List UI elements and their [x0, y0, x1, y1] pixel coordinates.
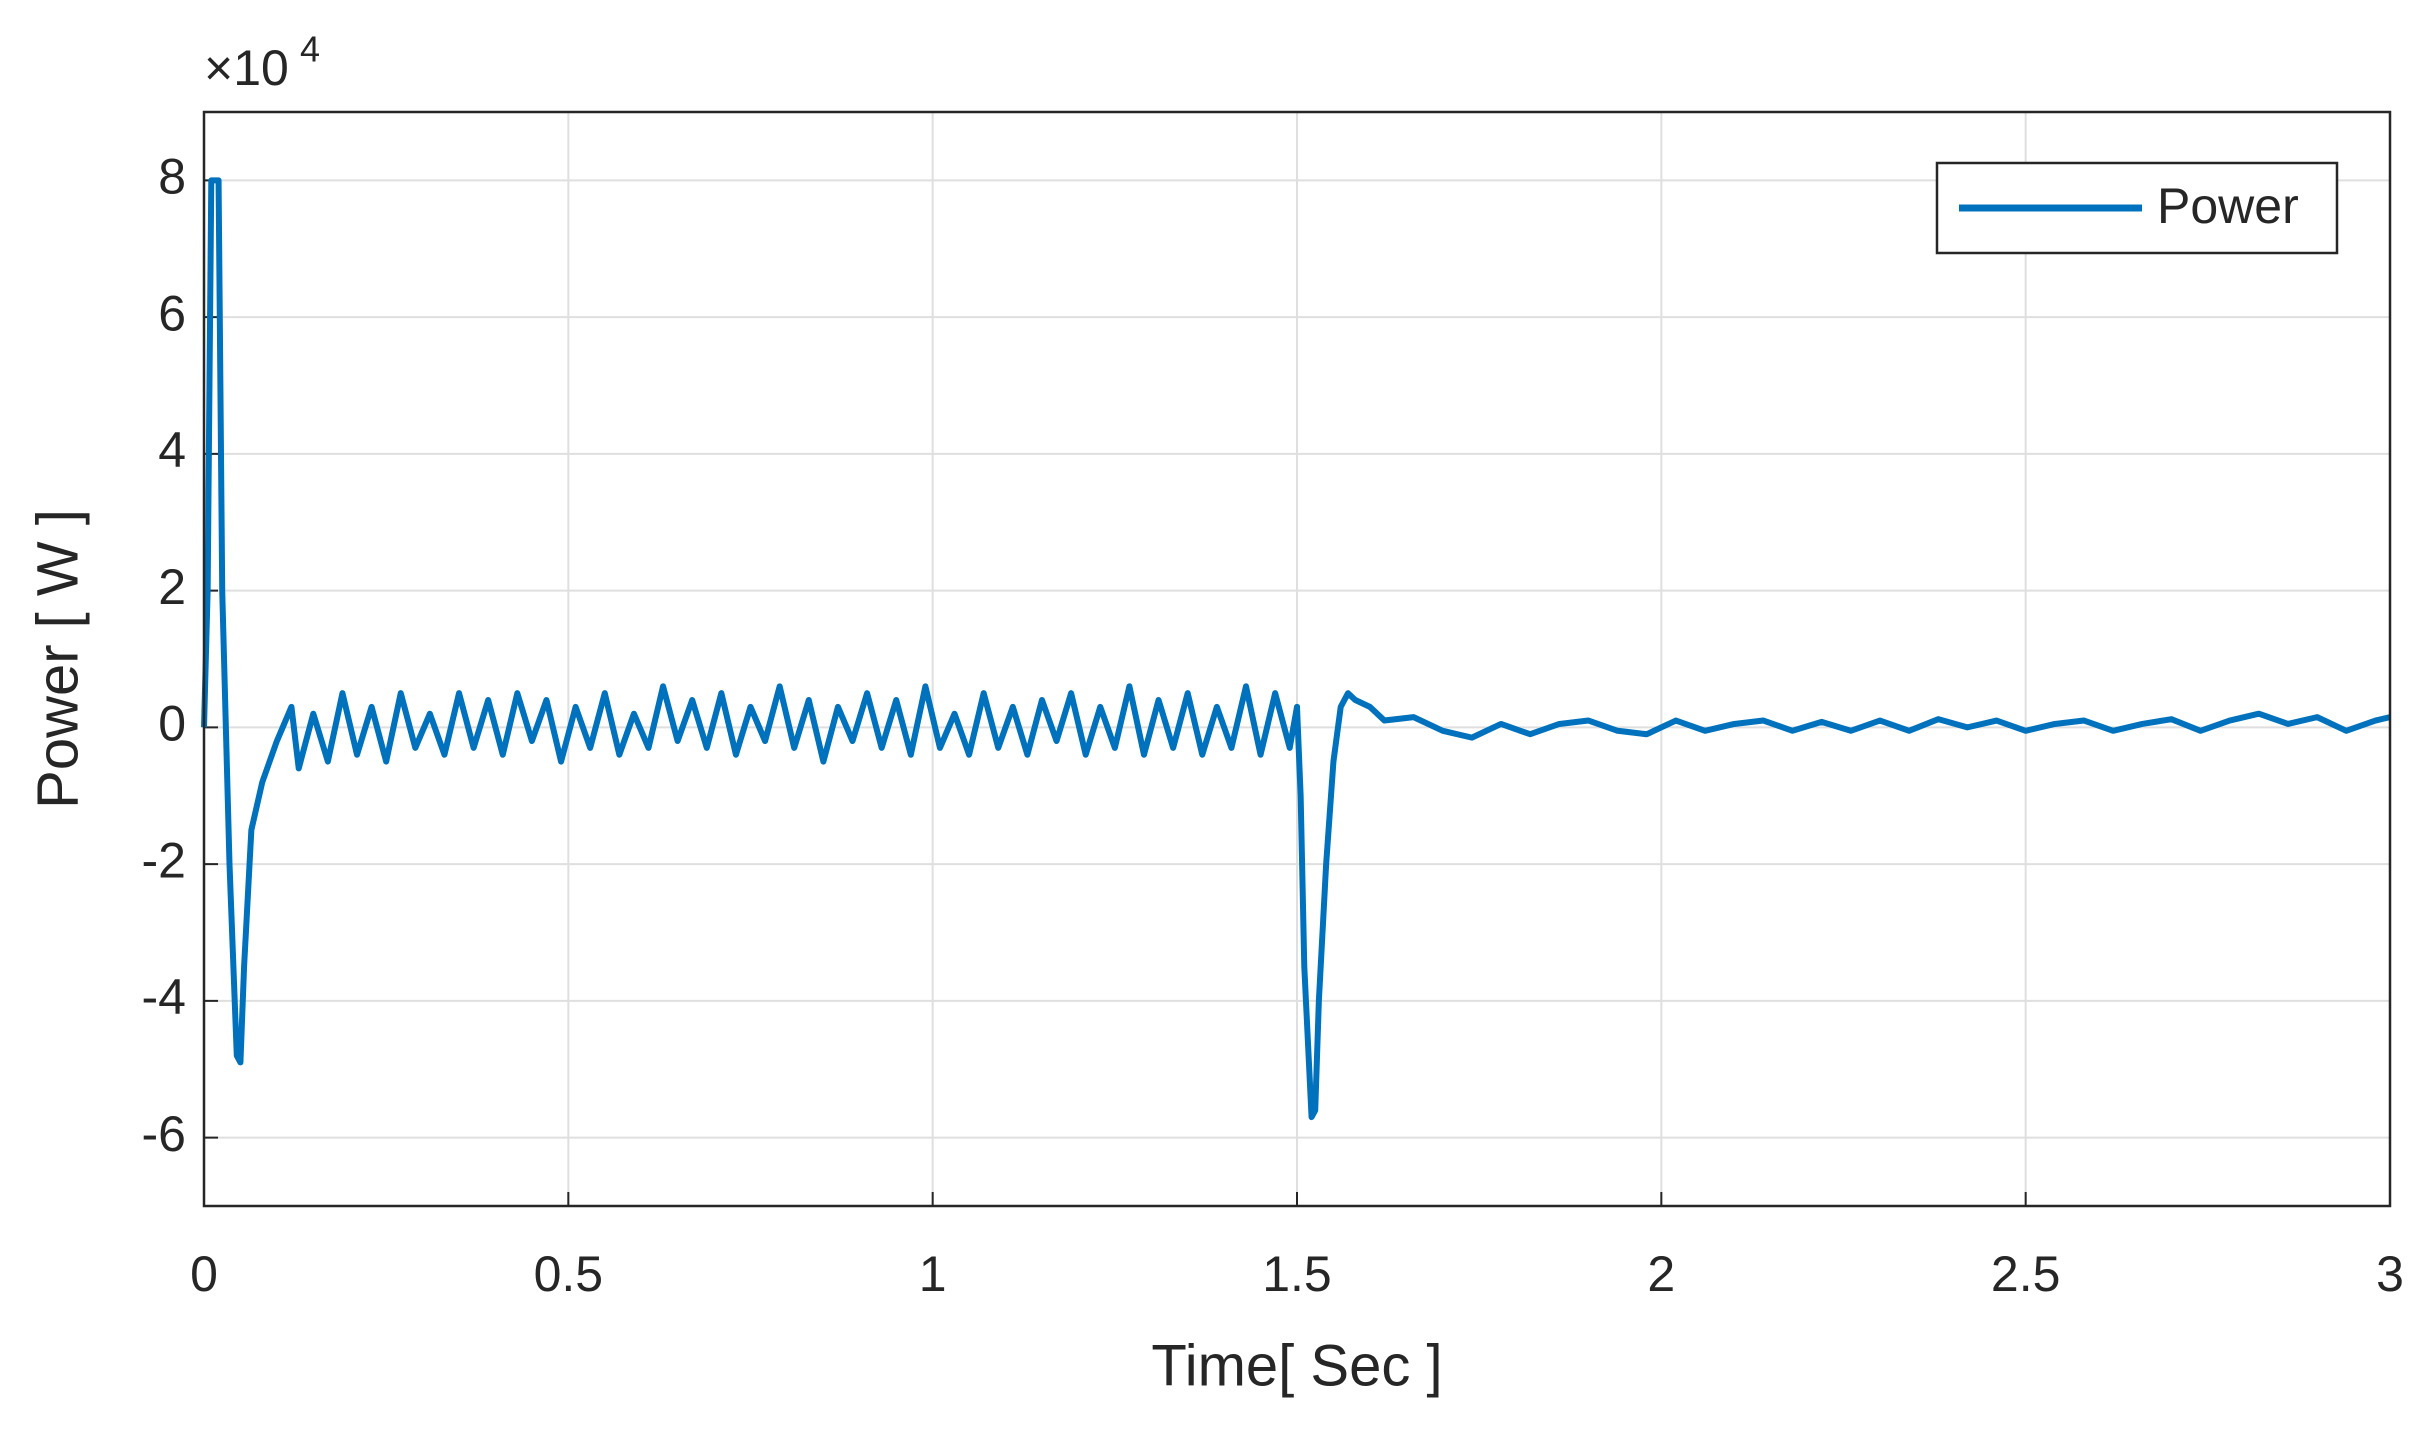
y-multiplier-exponent: 4	[300, 29, 320, 70]
x-axis-label: Time[ Sec ]	[1151, 1333, 1442, 1398]
x-tick-label: 0	[190, 1246, 218, 1302]
y-axis-label: Power [ W ]	[25, 509, 90, 809]
x-tick-label: 1.5	[1262, 1246, 1332, 1302]
legend-label: Power	[2157, 178, 2299, 234]
y-tick-label: -6	[142, 1106, 186, 1162]
y-tick-label: 0	[158, 696, 186, 752]
y-tick-label: 4	[158, 422, 186, 478]
x-tick-label: 1	[919, 1246, 947, 1302]
y-tick-label: -2	[142, 832, 186, 888]
y-tick-label: 8	[158, 149, 186, 205]
y-multiplier-base: ×10	[204, 40, 289, 96]
x-tick-label: 2.5	[1991, 1246, 2061, 1302]
x-tick-label: 0.5	[534, 1246, 604, 1302]
axes-box	[202, 110, 2392, 1208]
x-tick-label: 3	[2376, 1246, 2404, 1302]
y-tick-label: 6	[158, 285, 186, 341]
y-tick-label: 2	[158, 559, 186, 615]
data-line	[201, 177, 2391, 1121]
x-tick-label: 2	[1647, 1246, 1675, 1302]
y-tick-label: -4	[142, 969, 186, 1025]
